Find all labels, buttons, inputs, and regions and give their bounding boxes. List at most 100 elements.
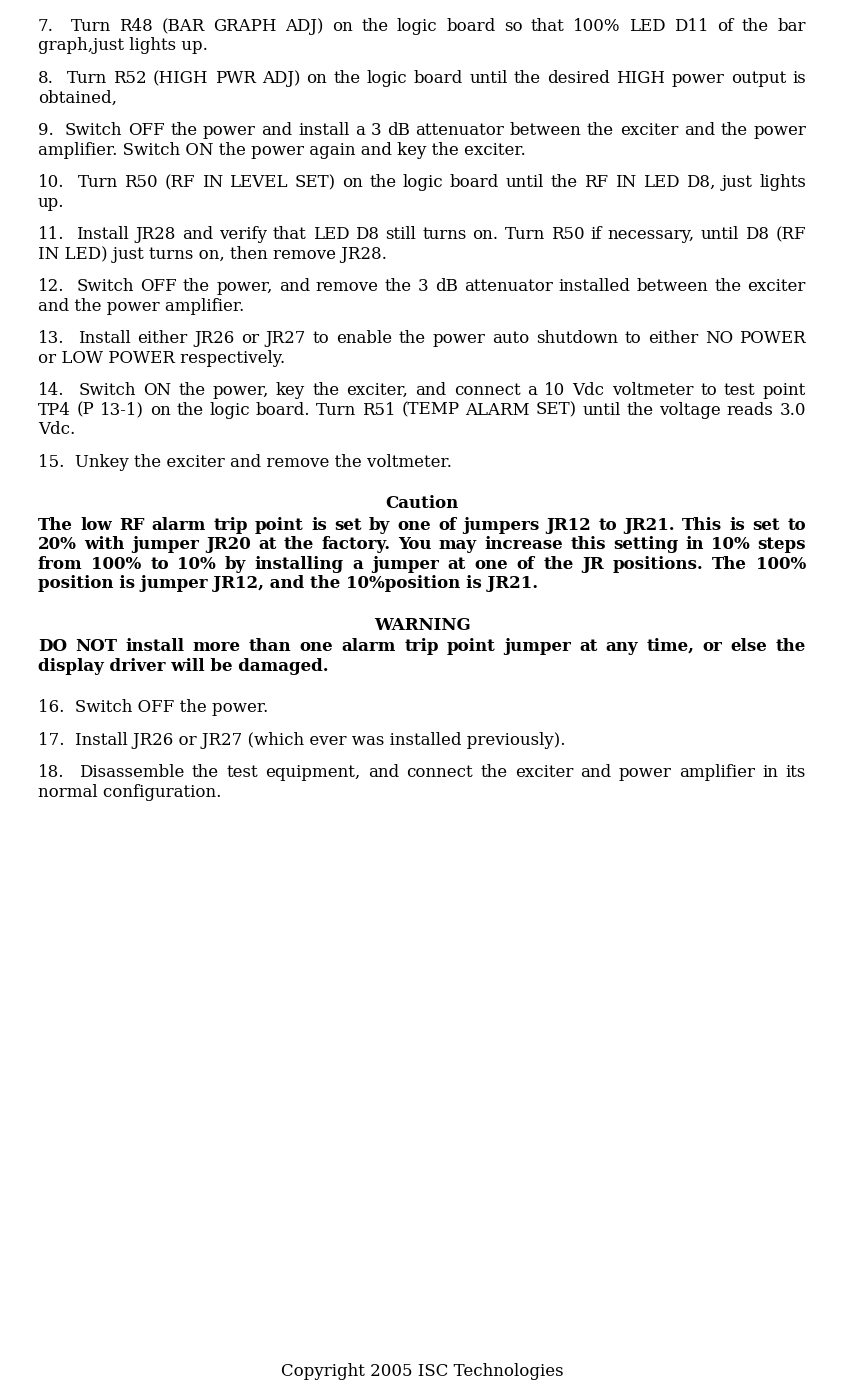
Text: just: just	[722, 174, 753, 191]
Text: at: at	[258, 536, 277, 553]
Text: that: that	[273, 226, 306, 243]
Text: alarm: alarm	[342, 638, 396, 655]
Text: Switch: Switch	[78, 383, 136, 399]
Text: JR20: JR20	[206, 536, 251, 553]
Text: one: one	[397, 517, 430, 533]
Text: normal configuration.: normal configuration.	[38, 783, 221, 800]
Text: board: board	[446, 18, 495, 35]
Text: IN: IN	[615, 174, 636, 191]
Text: 13-1): 13-1)	[100, 402, 144, 419]
Text: NO: NO	[705, 329, 733, 348]
Text: if: if	[591, 226, 602, 243]
Text: test: test	[724, 383, 755, 399]
Text: ALARM: ALARM	[465, 402, 530, 419]
Text: ADJ): ADJ)	[262, 70, 300, 87]
Text: Turn: Turn	[78, 174, 118, 191]
Text: This: This	[682, 517, 722, 533]
Text: the: the	[170, 121, 197, 140]
Text: 10.: 10.	[38, 174, 64, 191]
Text: more: more	[192, 638, 241, 655]
Text: LED: LED	[643, 174, 679, 191]
Text: power,: power,	[213, 383, 269, 399]
Text: 3.0: 3.0	[780, 402, 806, 419]
Text: Vdc: Vdc	[572, 383, 604, 399]
Text: LEVEL: LEVEL	[230, 174, 288, 191]
Text: the: the	[183, 278, 210, 295]
Text: the: the	[544, 556, 574, 572]
Text: is: is	[793, 70, 806, 87]
Text: LED: LED	[312, 226, 349, 243]
Text: necessary,: necessary,	[608, 226, 695, 243]
Text: exciter,: exciter,	[347, 383, 408, 399]
Text: TP4: TP4	[38, 402, 71, 419]
Text: else: else	[731, 638, 767, 655]
Text: to: to	[787, 517, 806, 533]
Text: JR12: JR12	[547, 517, 592, 533]
Text: board: board	[450, 174, 500, 191]
Text: (BAR: (BAR	[162, 18, 205, 35]
Text: board.: board.	[256, 402, 310, 419]
Text: auto: auto	[492, 329, 529, 348]
Text: its: its	[786, 764, 806, 780]
Text: HIGH: HIGH	[616, 70, 665, 87]
Text: the: the	[192, 764, 219, 780]
Text: R51: R51	[362, 402, 396, 419]
Text: on: on	[333, 18, 353, 35]
Text: IN: IN	[202, 174, 223, 191]
Text: alarm: alarm	[152, 517, 206, 533]
Text: power: power	[203, 121, 256, 140]
Text: output: output	[731, 70, 786, 87]
Text: power: power	[432, 329, 485, 348]
Text: from: from	[38, 556, 83, 572]
Text: a: a	[355, 121, 365, 140]
Text: on: on	[342, 174, 363, 191]
Text: graph,just lights up.: graph,just lights up.	[38, 38, 208, 54]
Text: steps: steps	[758, 536, 806, 553]
Text: desired: desired	[547, 70, 610, 87]
Text: 10%: 10%	[177, 556, 216, 572]
Text: the: the	[550, 174, 578, 191]
Text: set: set	[753, 517, 780, 533]
Text: the: the	[587, 121, 614, 140]
Text: voltmeter: voltmeter	[612, 383, 693, 399]
Text: amplifier. Switch ON the power again and key the exciter.: amplifier. Switch ON the power again and…	[38, 141, 526, 159]
Text: WARNING: WARNING	[374, 617, 470, 634]
Text: JR: JR	[582, 556, 604, 572]
Text: until: until	[469, 70, 507, 87]
Text: obtained,: obtained,	[38, 89, 117, 106]
Text: up.: up.	[38, 194, 64, 211]
Text: logic: logic	[397, 18, 438, 35]
Text: in: in	[685, 536, 704, 553]
Text: 12.: 12.	[38, 278, 64, 295]
Text: enable: enable	[336, 329, 392, 348]
Text: attenuator: attenuator	[463, 278, 553, 295]
Text: verify: verify	[219, 226, 267, 243]
Text: D8,: D8,	[686, 174, 715, 191]
Text: The: The	[38, 517, 73, 533]
Text: low: low	[80, 517, 111, 533]
Text: power: power	[672, 70, 724, 87]
Text: LED: LED	[629, 18, 666, 35]
Text: R52: R52	[113, 70, 147, 87]
Text: to: to	[150, 556, 169, 572]
Text: attenuator: attenuator	[415, 121, 504, 140]
Text: Copyright 2005 ISC Technologies: Copyright 2005 ISC Technologies	[281, 1362, 563, 1379]
Text: OFF: OFF	[140, 278, 177, 295]
Text: of: of	[517, 556, 535, 572]
Text: connect: connect	[454, 383, 520, 399]
Text: OFF: OFF	[128, 121, 165, 140]
Text: installed: installed	[559, 278, 630, 295]
Text: lights: lights	[759, 174, 806, 191]
Text: 15.  Unkey the exciter and remove the voltmeter.: 15. Unkey the exciter and remove the vol…	[38, 454, 452, 470]
Text: Install: Install	[78, 329, 131, 348]
Text: Switch: Switch	[65, 121, 122, 140]
Text: a: a	[353, 556, 363, 572]
Text: of: of	[717, 18, 733, 35]
Text: installing: installing	[255, 556, 344, 572]
Text: Vdc.: Vdc.	[38, 422, 75, 438]
Text: still: still	[385, 226, 416, 243]
Text: DO: DO	[38, 638, 68, 655]
Text: Turn: Turn	[67, 70, 106, 87]
Text: and: and	[368, 764, 399, 780]
Text: logic: logic	[367, 70, 408, 87]
